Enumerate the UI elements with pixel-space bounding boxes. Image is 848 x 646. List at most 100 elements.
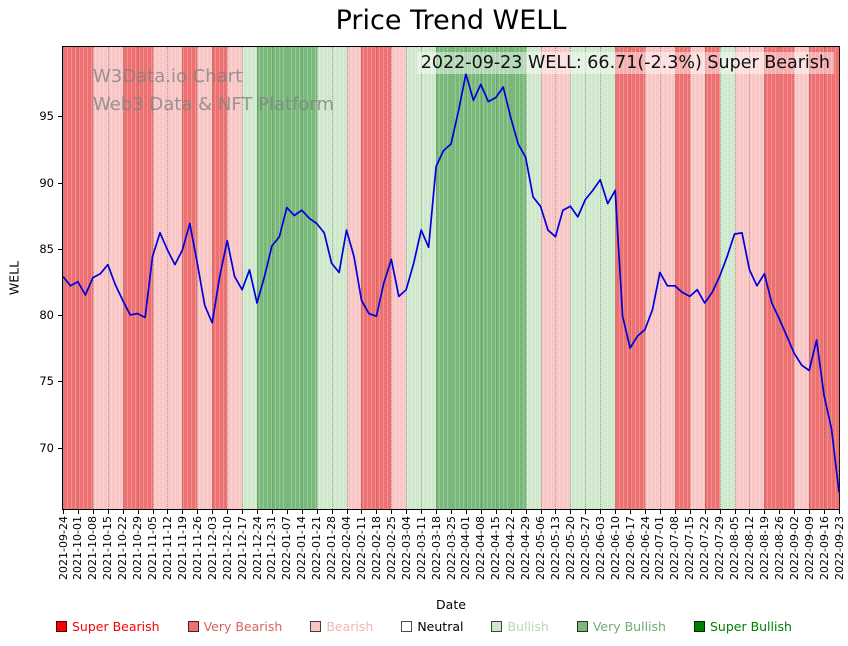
x-tick-label-text: 2022-06-03 xyxy=(593,516,607,580)
x-tick-label: 2022-06-03 xyxy=(592,516,608,598)
vertical-gridline xyxy=(197,47,199,509)
x-tick-label-text: 2021-11-26 xyxy=(190,516,204,580)
x-tick-mark xyxy=(495,510,497,514)
x-tick-mark xyxy=(764,510,766,514)
x-tick-label-text: 2022-03-25 xyxy=(444,516,458,580)
x-tick-label: 2022-09-23 xyxy=(831,516,847,598)
x-tick-label-text: 2022-02-25 xyxy=(384,516,398,580)
x-tick-mark xyxy=(137,510,139,514)
x-tick-mark xyxy=(809,510,811,514)
x-tick-mark xyxy=(555,510,557,514)
x-tick-label-text: 2021-12-24 xyxy=(250,516,264,580)
x-tick-label: 2021-10-22 xyxy=(115,516,131,598)
x-tick-label-text: 2022-06-17 xyxy=(623,516,637,580)
x-tick-label-text: 2022-07-15 xyxy=(683,516,697,580)
vertical-gridline xyxy=(689,47,691,509)
x-tick-label-text: 2022-02-11 xyxy=(354,516,368,580)
sentiment-band-layer xyxy=(63,47,839,509)
x-tick-label: 2022-06-24 xyxy=(637,516,653,598)
vertical-gridline xyxy=(630,47,632,509)
watermark-line2: Web3 Data & NFT Platform xyxy=(93,93,335,115)
x-tick-label: 2022-02-25 xyxy=(383,516,399,598)
vertical-gridline xyxy=(242,47,244,509)
x-tick-mark xyxy=(525,510,527,514)
x-tick-mark xyxy=(122,510,124,514)
vertical-gridline xyxy=(376,47,378,509)
vertical-gridline xyxy=(510,47,512,509)
x-tick-label-text: 2022-06-10 xyxy=(608,516,622,580)
vertical-gridline xyxy=(659,47,661,509)
x-tick-label: 2022-03-11 xyxy=(413,516,429,598)
legend-item-very-bearish: Very Bearish xyxy=(187,619,282,634)
vertical-gridline xyxy=(480,47,482,509)
x-tick-label: 2021-10-01 xyxy=(70,516,86,598)
x-tick-label-text: 2022-02-18 xyxy=(369,516,383,580)
x-tick-label: 2022-03-25 xyxy=(443,516,459,598)
legend-item-bearish: Bearish xyxy=(310,619,373,634)
legend-swatch xyxy=(693,621,705,632)
price-annotation: 2022-09-23 WELL: 66.71(-2.3%) Super Bear… xyxy=(416,52,834,74)
x-tick-label: 2022-08-05 xyxy=(727,516,743,598)
vertical-gridline xyxy=(600,47,602,509)
x-tick-label-text: 2021-10-01 xyxy=(71,516,85,580)
vertical-gridline xyxy=(77,47,79,509)
vertical-gridline xyxy=(585,47,587,509)
vertical-gridline xyxy=(391,47,393,509)
plot-area: W3Data.io Chart Web3 Data & NFT Platform… xyxy=(62,46,840,510)
x-tick-mark xyxy=(63,510,64,514)
legend-label: Super Bearish xyxy=(72,619,160,634)
x-tick-label-text: 2022-03-11 xyxy=(414,516,428,580)
x-tick-mark xyxy=(212,510,214,514)
x-tick-label-text: 2022-08-19 xyxy=(757,516,771,580)
x-tick-mark xyxy=(361,510,363,514)
vertical-gridline xyxy=(540,47,542,509)
x-tick-label: 2021-10-08 xyxy=(85,516,101,598)
x-tick-label: 2022-06-10 xyxy=(607,516,623,598)
x-tick-mark xyxy=(227,510,229,514)
vertical-gridline xyxy=(152,47,154,509)
y-tick-label: 95 xyxy=(39,109,54,124)
price-line-chart xyxy=(63,72,839,493)
x-tick-label-text: 2022-04-08 xyxy=(474,516,488,580)
x-tick-label-text: 2022-02-04 xyxy=(340,516,354,580)
legend-swatch xyxy=(576,621,588,632)
x-tick-mark xyxy=(376,510,378,514)
legend: Super Bearish Very Bearish Bearish Neutral B… xyxy=(56,619,792,634)
x-tick-label: 2021-09-24 xyxy=(55,516,71,598)
x-tick-mark xyxy=(794,510,796,514)
x-tick-label: 2022-05-06 xyxy=(533,516,549,598)
x-tick-label-text: 2022-01-21 xyxy=(310,516,324,580)
x-tick-label: 2021-12-03 xyxy=(204,516,220,598)
x-tick-label-text: 2022-08-12 xyxy=(742,516,756,580)
vertical-gridline xyxy=(465,47,467,509)
x-tick-label-text: 2022-07-29 xyxy=(713,516,727,580)
legend-swatch xyxy=(310,621,322,632)
x-tick-label-text: 2022-08-05 xyxy=(728,516,742,580)
x-tick-label: 2021-10-15 xyxy=(100,516,116,598)
y-tick-label: 90 xyxy=(39,175,54,190)
x-tick-label-text: 2021-11-12 xyxy=(160,516,174,580)
x-tick-label-text: 2021-10-15 xyxy=(101,516,115,580)
x-tick-label: 2022-04-01 xyxy=(458,516,474,598)
x-tick-label: 2022-08-26 xyxy=(771,516,787,598)
x-tick-label-text: 2022-01-14 xyxy=(295,516,309,580)
y-tick-mark xyxy=(58,381,62,383)
y-tick-label: 75 xyxy=(39,374,54,389)
x-tick-label: 2022-01-07 xyxy=(279,516,295,598)
vertical-gridline xyxy=(122,47,124,509)
y-tick-label: 80 xyxy=(39,308,54,323)
x-tick-mark xyxy=(271,510,273,514)
x-tick-mark xyxy=(585,510,587,514)
x-tick-label-text: 2021-12-31 xyxy=(265,516,279,580)
vertical-gridline xyxy=(346,47,348,509)
x-tick-label-text: 2022-05-06 xyxy=(534,516,548,580)
legend-swatch xyxy=(187,621,199,632)
x-tick-label-text: 2022-04-29 xyxy=(519,516,533,580)
x-tick-label: 2022-04-08 xyxy=(473,516,489,598)
x-tick-label-text: 2021-09-24 xyxy=(56,516,70,580)
x-tick-mark xyxy=(152,510,154,514)
x-tick-label: 2022-09-09 xyxy=(801,516,817,598)
x-tick-label-text: 2022-07-22 xyxy=(698,516,712,580)
x-tick-label: 2022-01-21 xyxy=(309,516,325,598)
